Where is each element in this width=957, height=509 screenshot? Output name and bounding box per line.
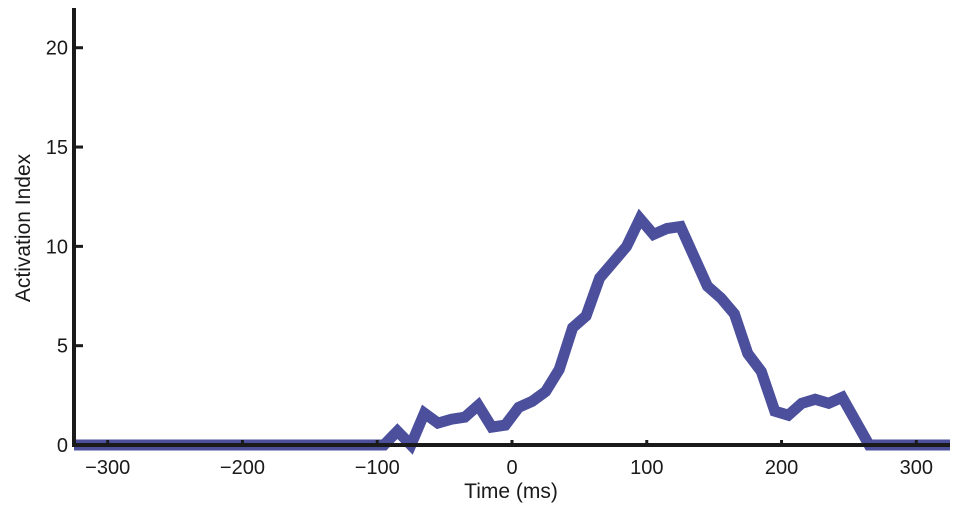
x-tick-label: −100 [355, 457, 400, 479]
plot-area [74, 208, 950, 455]
y-axis: 0 5 10 15 20 [46, 8, 83, 457]
x-tick-label: −200 [220, 457, 265, 479]
y-tick-label: 0 [57, 435, 68, 457]
x-axis-title: Time (ms) [464, 480, 558, 503]
y-tick-label: 15 [46, 137, 68, 159]
y-tick-label: 20 [46, 38, 68, 60]
x-tick-label: 100 [630, 457, 663, 479]
x-tick-label: −300 [85, 457, 130, 479]
series-line-0 [74, 208, 950, 455]
x-tick-label: 200 [765, 457, 798, 479]
y-tick-label: 5 [57, 336, 68, 358]
x-tick-label: 300 [900, 457, 933, 479]
x-tick-label: 0 [506, 457, 517, 479]
y-axis-title: Activation Index [12, 153, 35, 302]
x-axis: −300 −200 −100 0 100 200 300 [72, 440, 950, 479]
y-tick-label: 10 [46, 236, 68, 258]
